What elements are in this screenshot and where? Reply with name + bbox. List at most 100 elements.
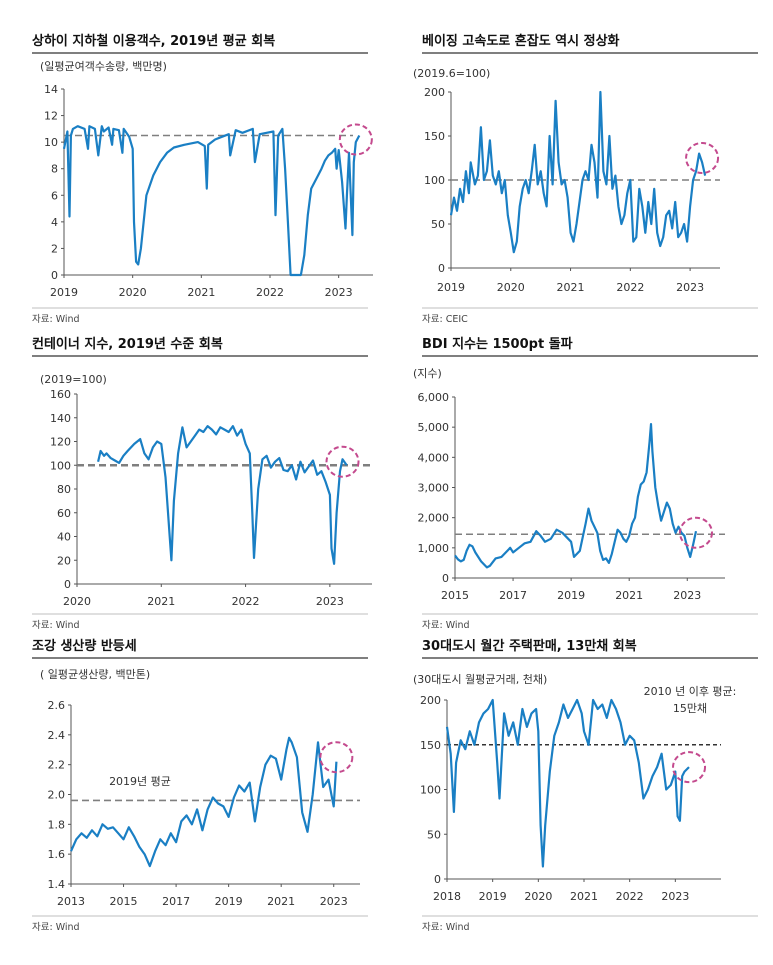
reference-label: 2010 년 이후 평균: <box>644 685 737 698</box>
unit-label: (지수) <box>413 367 442 380</box>
y-tick-label: 0 <box>442 572 449 585</box>
x-tick-label: 2018 <box>433 890 461 903</box>
x-tick-label: 2023 <box>676 281 704 294</box>
y-tick-label: 1.8 <box>48 818 66 831</box>
y-tick-label: 2.4 <box>48 729 66 742</box>
chart-panel-4: BDI 지수는 1500pt 돌파 (지수) 자료: Wind 0 1,000 2,000… <box>413 337 758 631</box>
x-tick-label: 2019 <box>50 286 78 299</box>
y-tick-label: 5,000 <box>418 421 450 434</box>
x-tick-label: 2021 <box>147 595 175 608</box>
highlight-circle <box>685 142 720 174</box>
y-tick-label: 20 <box>57 554 71 567</box>
x-tick-label: 2023 <box>673 589 701 602</box>
x-tick-label: 2023 <box>325 286 353 299</box>
x-tick-label: 2021 <box>187 286 215 299</box>
y-tick-label: 60 <box>57 507 71 520</box>
source-label: 자료: Wind <box>422 922 470 933</box>
x-tick-label: 2020 <box>63 595 91 608</box>
y-tick-label: 6 <box>51 189 58 202</box>
x-tick-label: 2021 <box>557 281 585 294</box>
x-tick-label: 2022 <box>616 890 644 903</box>
unit-label: (2019.6=100) <box>413 67 490 80</box>
x-tick-label: 2023 <box>316 595 344 608</box>
highlight-circle <box>678 516 713 549</box>
source-label: 자료: Wind <box>32 620 80 631</box>
y-tick-label: 120 <box>50 436 71 449</box>
y-tick-label: 0 <box>434 873 441 886</box>
y-tick-label: 1.4 <box>48 878 66 891</box>
chart-title: 컨테이너 지수, 2019년 수준 회복 <box>32 336 223 352</box>
x-tick-label: 2021 <box>267 895 295 908</box>
unit-label: (2019=100) <box>40 373 107 386</box>
highlight-circle <box>325 445 360 478</box>
y-tick-label: 0 <box>51 269 58 282</box>
series-line <box>69 736 338 868</box>
reference-label: 15만채 <box>673 702 707 715</box>
x-tick-label: 2022 <box>256 286 284 299</box>
y-tick-label: 0 <box>438 262 445 275</box>
y-tick-label: 200 <box>420 694 441 707</box>
y-tick-label: 160 <box>50 388 71 401</box>
series-line <box>97 425 348 565</box>
x-tick-label: 2020 <box>524 890 552 903</box>
source-label: 자료: CEIC <box>422 314 468 325</box>
chart-panel-6: 30대도시 월간 주택판매, 13만채 회복 (30대도시 월평균거래, 천채) 자… <box>413 638 758 933</box>
series-line <box>449 90 707 254</box>
chart-panel-1: 상하이 지하철 이용객수, 2019년 평균 회복 (일평균여객수송량, 백만명)… <box>32 33 373 325</box>
y-tick-label: 100 <box>424 174 445 187</box>
y-tick-label: 10 <box>44 136 58 149</box>
series-line <box>62 125 361 277</box>
y-tick-label: 50 <box>427 828 441 841</box>
y-tick-label: 50 <box>431 218 445 231</box>
y-tick-label: 12 <box>44 110 58 123</box>
y-tick-label: 0 <box>64 578 71 591</box>
y-tick-label: 2.6 <box>48 699 66 712</box>
unit-label: ( 일평균생산량, 백만톤) <box>40 667 150 681</box>
y-tick-label: 2 <box>51 242 58 255</box>
highlight-circle <box>319 741 354 774</box>
x-tick-label: 2017 <box>162 895 190 908</box>
highlight-circle <box>672 751 707 784</box>
y-tick-label: 2,000 <box>418 512 450 525</box>
source-label: 자료: Wind <box>32 922 80 933</box>
y-tick-label: 150 <box>424 130 445 143</box>
y-tick-label: 2.0 <box>48 789 66 802</box>
x-tick-label: 2021 <box>570 890 598 903</box>
chart-panel-5: 조강 생산량 반등세 ( 일평균생산량, 백만톤) 자료: Wind 1.4 1.6 1.… <box>32 638 368 933</box>
x-tick-label: 2023 <box>661 890 689 903</box>
chart-panel-3: 컨테이너 지수, 2019년 수준 회복 (2019=100) 자료: Wind 0 2… <box>32 336 372 631</box>
reference-label: 2019년 평균 <box>109 775 171 788</box>
y-tick-label: 1.6 <box>48 848 66 861</box>
x-tick-label: 2015 <box>441 589 469 602</box>
y-tick-label: 3,000 <box>418 482 450 495</box>
y-tick-label: 140 <box>50 412 71 425</box>
x-tick-label: 2022 <box>232 595 260 608</box>
source-label: 자료: Wind <box>422 620 470 631</box>
y-tick-label: 4 <box>51 216 58 229</box>
x-tick-label: 2023 <box>320 895 348 908</box>
y-tick-label: 100 <box>420 784 441 797</box>
series-line <box>445 698 690 868</box>
y-tick-label: 150 <box>420 739 441 752</box>
y-tick-label: 14 <box>44 83 58 96</box>
y-tick-label: 2.2 <box>48 759 66 772</box>
y-tick-label: 80 <box>57 483 71 496</box>
chart-title: BDI 지수는 1500pt 돌파 <box>422 337 573 352</box>
x-tick-label: 2017 <box>499 589 527 602</box>
x-tick-label: 2019 <box>215 895 243 908</box>
y-tick-label: 200 <box>424 86 445 99</box>
x-tick-label: 2019 <box>437 281 465 294</box>
chart-panel-2: 베이징 고속도로 혼잡도 역시 정상화 (2019.6=100) 자료: CEIC 0… <box>413 33 758 325</box>
x-tick-label: 2020 <box>119 286 147 299</box>
chart-title: 베이징 고속도로 혼잡도 역시 정상화 <box>422 33 620 49</box>
chart-title: 30대도시 월간 주택판매, 13만채 회복 <box>422 638 637 654</box>
y-tick-label: 1,000 <box>418 542 450 555</box>
x-tick-label: 2019 <box>557 589 585 602</box>
chart-title: 상하이 지하철 이용객수, 2019년 평균 회복 <box>32 33 275 49</box>
y-tick-label: 100 <box>50 459 71 472</box>
x-tick-label: 2013 <box>57 895 85 908</box>
chart-title: 조강 생산량 반등세 <box>32 638 137 654</box>
unit-label: (일평균여객수송량, 백만명) <box>40 59 167 73</box>
x-tick-label: 2021 <box>615 589 643 602</box>
